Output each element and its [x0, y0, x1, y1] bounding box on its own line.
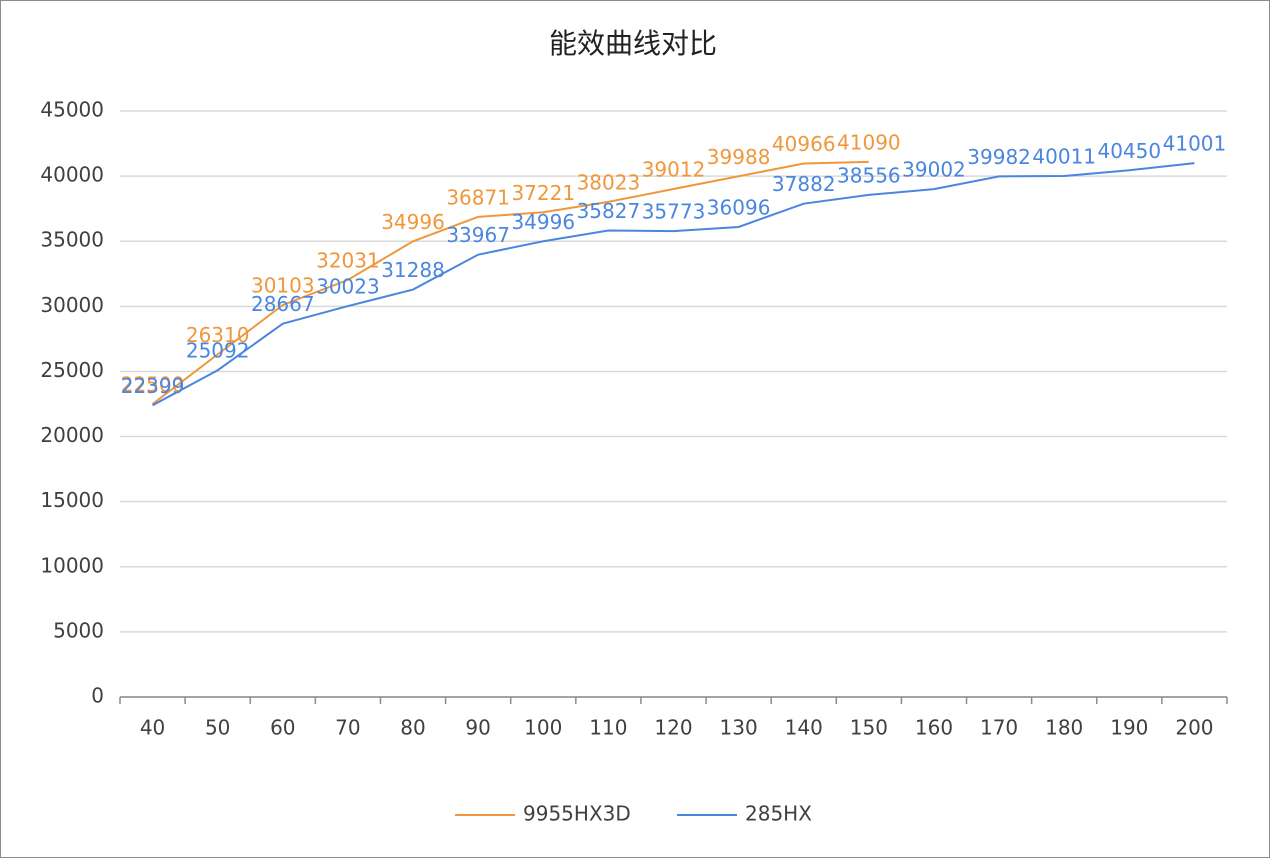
data-label: 35773: [642, 200, 706, 224]
x-tick-label: 50: [205, 716, 230, 740]
y-tick-label: 0: [91, 684, 104, 708]
x-tick-label: 190: [1110, 716, 1148, 740]
data-label: 41090: [837, 130, 901, 154]
x-tick-label: 130: [720, 716, 758, 740]
data-label: 40011: [1032, 144, 1096, 168]
x-tick-label: 200: [1175, 716, 1213, 740]
data-label: 22500: [121, 373, 185, 397]
y-tick-label: 30000: [40, 293, 104, 317]
data-label: 39988: [707, 145, 771, 169]
data-label: 26310: [186, 323, 250, 347]
data-label: 30103: [251, 273, 315, 297]
legend-label: 9955HX3D: [523, 802, 631, 826]
data-label: 38023: [577, 170, 641, 194]
y-tick-label: 15000: [40, 488, 104, 512]
x-tick-label: 80: [400, 716, 425, 740]
y-tick-label: 40000: [40, 163, 104, 187]
data-label: 36871: [446, 185, 510, 209]
data-label: 36096: [707, 195, 771, 219]
data-label: 25092: [186, 339, 250, 363]
data-label: 34996: [511, 210, 575, 234]
data-label: 35827: [577, 199, 641, 223]
data-label: 22399: [121, 374, 185, 398]
y-tick-label: 25000: [40, 358, 104, 382]
x-tick-label: 120: [654, 716, 692, 740]
data-label: 33967: [446, 223, 510, 247]
data-label: 39012: [642, 157, 706, 181]
y-tick-label: 45000: [40, 98, 104, 122]
data-label: 28667: [251, 292, 315, 316]
y-tick-label: 5000: [53, 618, 104, 642]
data-label: 37882: [772, 172, 836, 196]
data-label: 37221: [511, 181, 575, 205]
x-tick-label: 100: [524, 716, 562, 740]
data-label: 40966: [772, 132, 836, 156]
data-label: 31288: [381, 258, 445, 282]
x-tick-label: 60: [270, 716, 295, 740]
legend-label: 285HX: [745, 802, 812, 826]
x-tick-label: 70: [335, 716, 360, 740]
data-label: 39982: [967, 145, 1031, 169]
data-label: 32031: [316, 248, 380, 272]
x-tick-label: 170: [980, 716, 1018, 740]
chart-title: 能效曲线对比: [549, 27, 717, 60]
y-tick-label: 10000: [40, 553, 104, 577]
data-label: 38556: [837, 163, 901, 187]
data-label: 40450: [1098, 139, 1162, 163]
x-tick-label: 180: [1045, 716, 1083, 740]
series-line: [151, 160, 869, 405]
x-tick-label: 160: [915, 716, 953, 740]
data-label: 41001: [1163, 132, 1227, 156]
x-tick-label: 90: [465, 716, 490, 740]
x-tick-label: 110: [589, 716, 627, 740]
y-tick-label: 20000: [40, 423, 104, 447]
data-label: 30023: [316, 275, 380, 299]
data-label: 39002: [902, 158, 966, 182]
data-label: 34996: [381, 210, 445, 234]
y-tick-label: 35000: [40, 228, 104, 252]
series-line: [152, 162, 1195, 407]
x-tick-label: 140: [785, 716, 823, 740]
x-tick-label: 150: [850, 716, 888, 740]
x-tick-label: 40: [140, 716, 165, 740]
